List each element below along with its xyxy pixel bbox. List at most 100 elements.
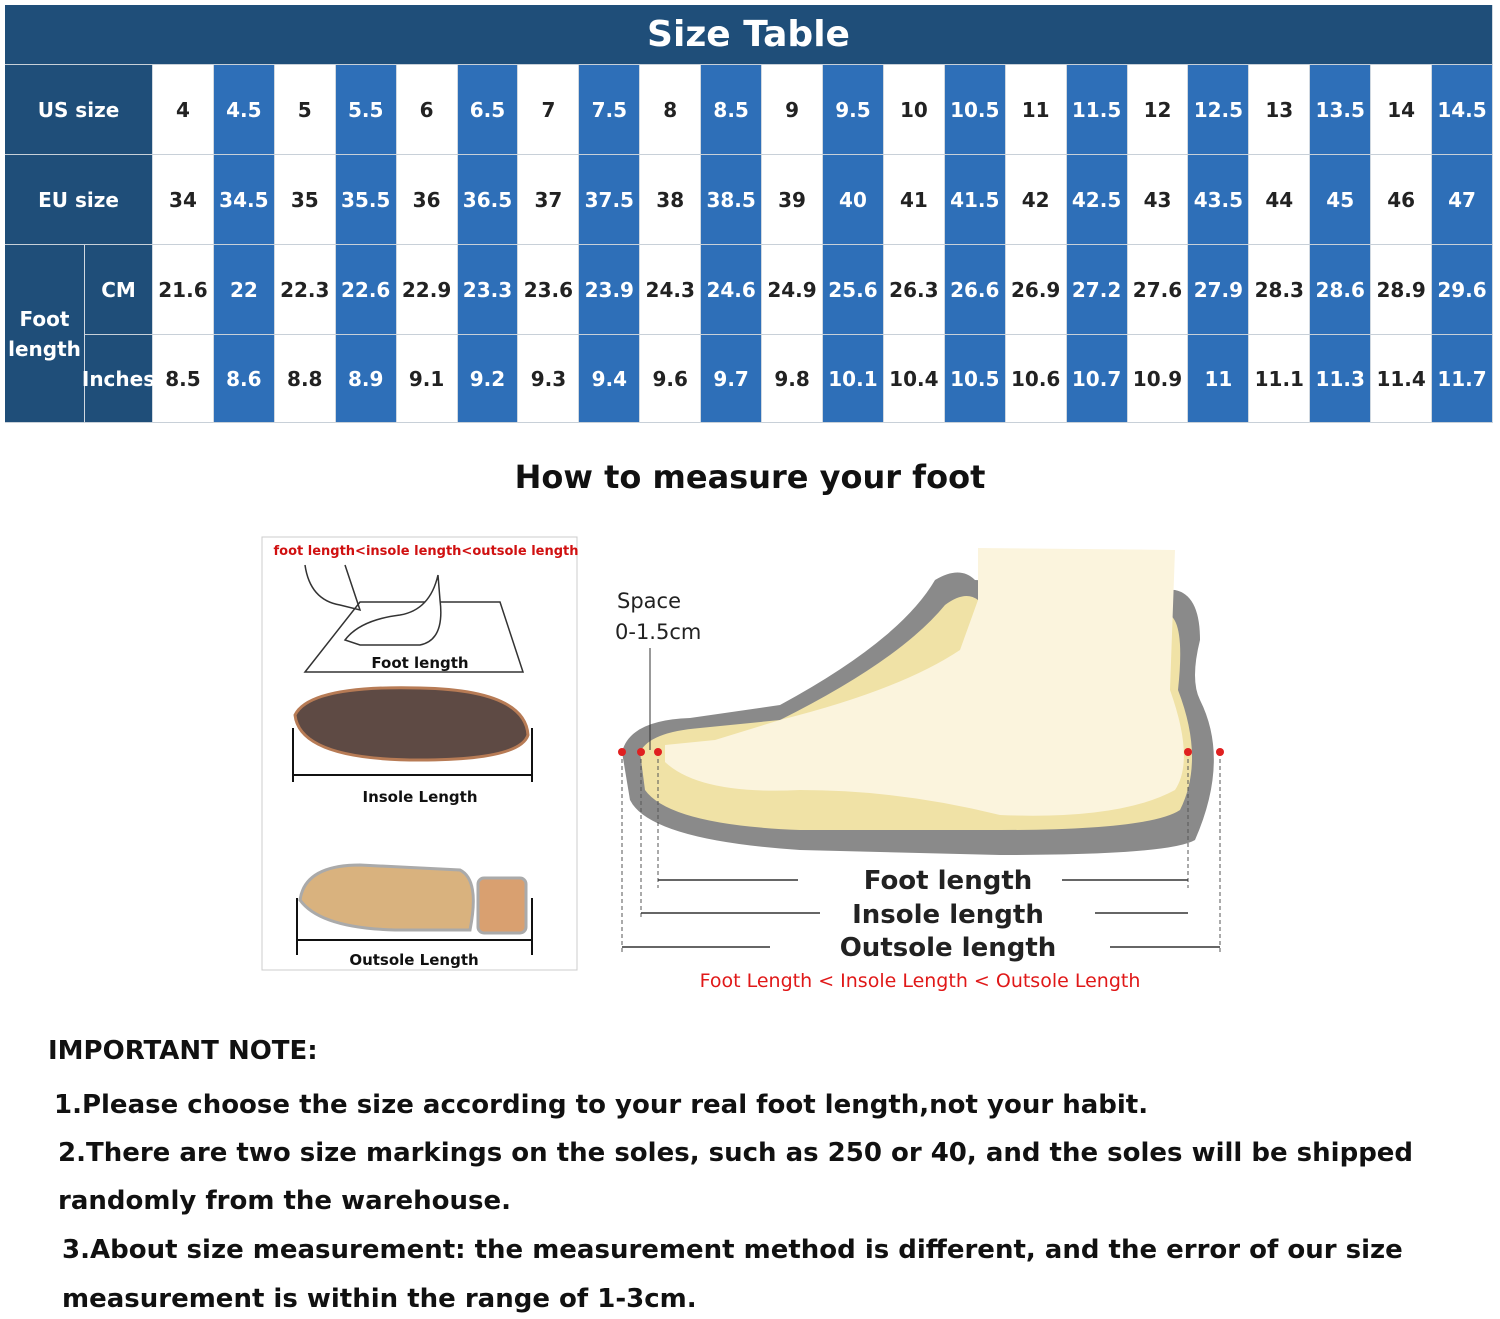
heel [476, 876, 528, 935]
left-insole-label: Insole Length [362, 788, 477, 806]
size-cell: 46 [1371, 155, 1433, 245]
size-cell: 36 [396, 155, 458, 245]
measure-title: How to measure your foot [514, 458, 986, 496]
left-outsole-label: Outsole Length [349, 951, 478, 969]
size-cell: 10 [883, 65, 945, 155]
space-label: Space [617, 589, 681, 613]
size-cell: 23.9 [579, 245, 641, 335]
size-cell: 42 [1005, 155, 1067, 245]
size-cell: 6 [396, 65, 458, 155]
size-cell: 40 [823, 155, 884, 245]
size-cell: 4.5 [213, 65, 275, 155]
size-cell: 10.5 [944, 335, 1006, 423]
size-cell: 26.6 [944, 245, 1006, 335]
size-cell: 10.4 [883, 335, 945, 423]
note-line: measurement is within the range of 1-3cm… [62, 1284, 697, 1314]
size-cell: 8.5 [701, 65, 763, 155]
size-cell: 11 [1005, 65, 1067, 155]
size-cell: 28.3 [1249, 245, 1311, 335]
size-cell: 37.5 [579, 155, 641, 245]
size-cell: 22.9 [396, 245, 458, 335]
size-cell: 10.5 [944, 65, 1006, 155]
size-cell: 9.4 [579, 335, 641, 423]
left-caption: foot length<insole length<outsole length [274, 544, 579, 559]
size-cell: 8.8 [274, 335, 336, 423]
size-cell: 9.1 [396, 335, 458, 423]
size-cell: 9.8 [762, 335, 823, 423]
note-line: randomly from the warehouse. [58, 1186, 512, 1216]
size-cell: 12.5 [1188, 65, 1250, 155]
size-cell: 9.7 [701, 335, 763, 423]
dimension-lines [622, 879, 1220, 948]
size-cell: 35.5 [335, 155, 397, 245]
size-cell: 9.2 [457, 335, 519, 423]
note-line: 2.There are two size markings on the sol… [58, 1138, 1414, 1168]
size-cell: 4 [153, 65, 214, 155]
outsole-length-label: Outsole length [840, 933, 1057, 963]
size-cell: 34 [153, 155, 214, 245]
table-title: Size Table [5, 5, 1493, 65]
row-label: EU size [5, 155, 153, 245]
size-cell: 29.6 [1432, 245, 1493, 335]
relation-label: Foot Length < Insole Length < Outsole Le… [700, 970, 1141, 992]
points [618, 748, 1224, 756]
size-cell: 9.3 [518, 335, 580, 423]
size-cell: 43 [1127, 155, 1189, 245]
size-cell: 41.5 [944, 155, 1006, 245]
size-cell: 34.5 [213, 155, 275, 245]
size-cell: 21.6 [153, 245, 214, 335]
size-cell: 24.3 [640, 245, 702, 335]
paper [303, 601, 525, 673]
size-cell: 5 [274, 65, 336, 155]
size-cell: 24.9 [762, 245, 823, 335]
size-cell: 27.9 [1188, 245, 1250, 335]
size-cell: 11.4 [1371, 335, 1433, 423]
size-cell: 28.9 [1371, 245, 1433, 335]
space-range: 0-1.5cm [615, 620, 701, 644]
size-cell: 13 [1249, 65, 1311, 155]
left-foot-label: Foot length [371, 654, 468, 672]
size-cell: 41 [883, 155, 945, 245]
size-cell: 9.6 [640, 335, 702, 423]
note-line: 1.Please choose the size according to yo… [54, 1090, 1149, 1120]
size-cell: 10.9 [1127, 335, 1189, 423]
size-cell: 11.1 [1249, 335, 1311, 423]
size-cell: 14.5 [1432, 65, 1493, 155]
size-cell: 12 [1127, 65, 1189, 155]
size-cell: 45 [1310, 155, 1372, 245]
size-cell: 8 [640, 65, 702, 155]
insole-length-label: Insole length [852, 900, 1044, 930]
size-cell: 9 [762, 65, 823, 155]
size-cell: 24.6 [701, 245, 763, 335]
size-cell: 8.9 [335, 335, 397, 423]
size-cell: 35 [274, 155, 336, 245]
size-cell: 42.5 [1066, 155, 1128, 245]
size-cell: 10.6 [1005, 335, 1067, 423]
size-cell: 5.5 [335, 65, 397, 155]
size-cell: 43.5 [1188, 155, 1250, 245]
size-cell: 37 [518, 155, 580, 245]
size-cell: 27.2 [1066, 245, 1128, 335]
size-cell: 23.6 [518, 245, 580, 335]
size-cell: 38.5 [701, 155, 763, 245]
foot [665, 548, 1184, 816]
size-cell: 36.5 [457, 155, 519, 245]
size-cell: 11.3 [1310, 335, 1372, 423]
size-cell: 38 [640, 155, 702, 245]
size-cell: 11 [1188, 335, 1250, 423]
size-cell: 26.3 [883, 245, 945, 335]
size-cell: 7.5 [579, 65, 641, 155]
note-heading: IMPORTANT NOTE: [48, 1036, 318, 1066]
size-cell: 44 [1249, 155, 1311, 245]
size-cell: 28.6 [1310, 245, 1372, 335]
size-cell: 27.6 [1127, 245, 1189, 335]
foot-sketch [343, 574, 442, 646]
size-cell: 8.6 [213, 335, 275, 423]
row-label: Foot length [5, 245, 85, 423]
size-cell: 25.6 [823, 245, 884, 335]
size-cell: 14 [1371, 65, 1433, 155]
size-cell: 26.9 [1005, 245, 1067, 335]
size-cell: 22.6 [335, 245, 397, 335]
insole [293, 686, 530, 762]
